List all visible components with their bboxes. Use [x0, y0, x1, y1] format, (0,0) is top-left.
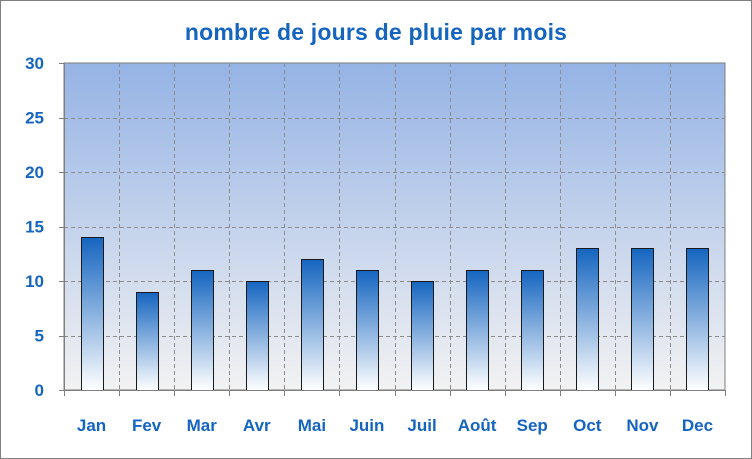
x-tick-label: Août — [458, 416, 497, 435]
plot-area — [63, 62, 726, 391]
chart-title: nombre de jours de pluie par mois — [184, 19, 568, 45]
bar-dec — [686, 248, 709, 391]
gridlines — [64, 63, 725, 390]
y-tick-label: 10 — [25, 272, 44, 291]
y-tick-label: 0 — [35, 381, 44, 400]
x-tick-label: Nov — [626, 416, 659, 435]
x-tick-label: Mai — [298, 416, 326, 435]
axes — [59, 63, 726, 396]
bar-juin — [356, 270, 379, 391]
bar-juil — [411, 281, 434, 391]
bar-mar — [191, 270, 214, 391]
y-tick-label: 30 — [25, 54, 44, 73]
y-tick-label: 25 — [25, 109, 44, 128]
x-tick-label: Sep — [517, 416, 548, 435]
y-tick-labels: 0 5 10 15 20 25 30 — [25, 54, 44, 400]
x-tick-label: Jan — [77, 416, 106, 435]
x-tick-labels: Jan Fev Mar Avr Mai Juin Juil Août Sep Oct Nov Dec — [77, 416, 713, 435]
bar-août — [466, 270, 489, 391]
bar-sep — [521, 270, 544, 391]
bar-jan — [81, 237, 104, 391]
bar-nov — [631, 248, 654, 391]
bar-avr — [246, 281, 269, 391]
y-tick-label: 5 — [35, 327, 44, 346]
bar-oct — [576, 248, 599, 391]
y-tick-label: 20 — [25, 163, 44, 182]
bars — [81, 237, 709, 391]
bar-fev — [136, 292, 159, 391]
x-tick-label: Mar — [187, 416, 218, 435]
x-tick-label: Avr — [243, 416, 271, 435]
x-tick-label: Juil — [407, 416, 436, 435]
bar-mai — [301, 259, 324, 391]
x-tick-label: Dec — [682, 416, 713, 435]
x-tick-label: Juin — [349, 416, 384, 435]
y-tick-label: 15 — [25, 218, 44, 237]
x-tick-label: Fev — [132, 416, 162, 435]
x-tick-label: Oct — [573, 416, 602, 435]
